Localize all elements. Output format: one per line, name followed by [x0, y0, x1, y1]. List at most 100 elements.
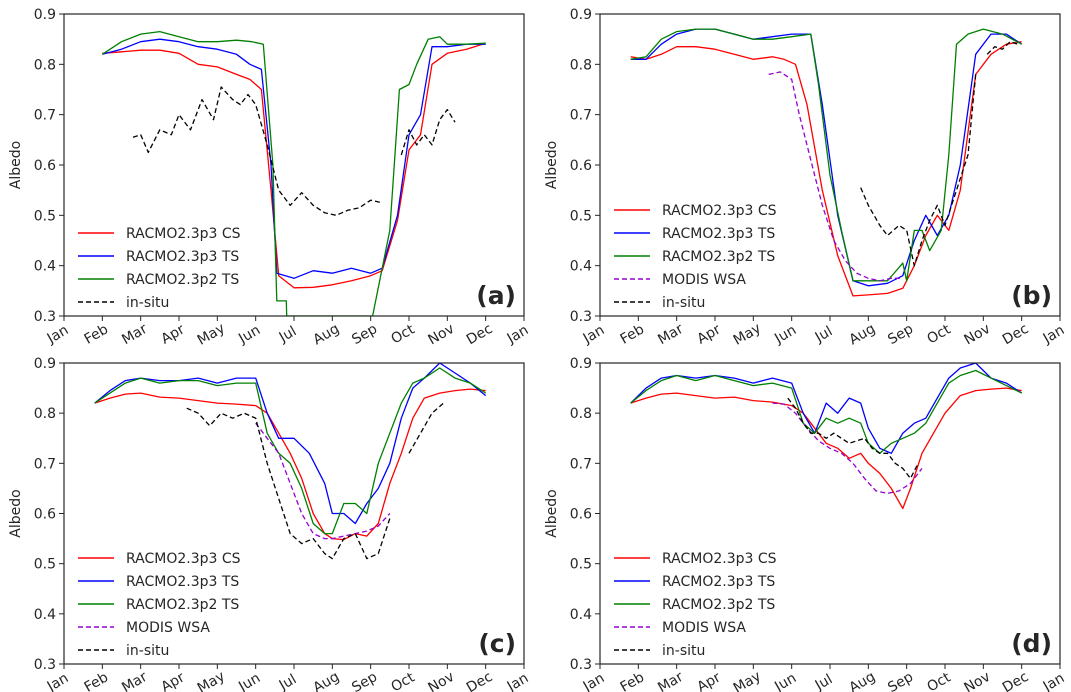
series-line-racmo2-3p3-cs	[630, 41, 1022, 297]
plot-frame	[599, 13, 1061, 317]
x-tick-label: Feb	[82, 669, 112, 692]
legend-label: RACMO2.3p2 TS	[662, 249, 775, 265]
panel-label: (d)	[1011, 629, 1052, 658]
x-tick-label: May	[731, 668, 764, 692]
x-tick-label: Sep	[349, 321, 380, 348]
x-tick-label: Nov	[961, 669, 993, 692]
x-tick-label: Jan	[1040, 322, 1068, 347]
y-tick-label: 0.7	[570, 108, 592, 124]
legend-label: in-situ	[662, 295, 705, 311]
series-line-racmo2-3p2-ts	[630, 28, 1023, 282]
x-tick-label: Aug	[846, 669, 878, 692]
y-tick-label: 0.8	[34, 57, 56, 73]
x-tick-label: Apr	[159, 669, 188, 692]
legend-label: MODIS WSA	[126, 620, 210, 636]
series-line-racmo2-3p3-ts	[102, 38, 486, 279]
plot-frame	[63, 362, 525, 665]
x-tick-label: Nov	[425, 669, 457, 692]
legend-label: RACMO2.3p3 TS	[126, 574, 239, 590]
x-tick-label: Mar	[655, 669, 686, 692]
x-tick-label: Jan	[580, 670, 608, 692]
plot-frame	[63, 13, 525, 317]
series-line-racmo2-3p3-cs	[102, 42, 486, 289]
x-tick-label: Jun	[235, 670, 263, 692]
series-line-in-situ	[132, 86, 383, 216]
chart-panel-4: 0.3 0.4 0.5 0.6 0.7 0.8 0.9 Jan Feb Mar Apr May Jun J…	[544, 356, 1067, 692]
legend-label: in-situ	[662, 643, 705, 659]
x-tick-label: Oct	[389, 669, 418, 692]
legend-label: in-situ	[126, 643, 169, 659]
series-line-in-situ	[860, 74, 977, 267]
y-tick-label: 0.3	[570, 657, 592, 673]
chart-panel-2: 0.3 0.4 0.5 0.6 0.7 0.8 0.9 Jan Feb Mar Apr May Jun J…	[544, 7, 1067, 349]
legend-label: RACMO2.3p3 CS	[126, 226, 241, 242]
x-tick-label: Jan	[44, 670, 72, 692]
x-tick-label: Jul	[276, 671, 300, 692]
series-line-racmo2-3p3-cs	[94, 388, 486, 541]
y-axis-label: Albedo	[8, 141, 24, 189]
legend-label: RACMO2.3p3 CS	[126, 551, 241, 567]
x-tick-label: Sep	[885, 669, 916, 692]
series-line-modis-wsa	[772, 402, 923, 495]
y-tick-label: 0.5	[570, 557, 592, 573]
x-tick-label: Jul	[812, 323, 836, 346]
legend-label: MODIS WSA	[662, 620, 746, 636]
x-tick-label: Aug	[310, 321, 342, 349]
series-line-racmo2-3p3-ts	[94, 363, 487, 525]
x-tick-label: Oct	[389, 321, 418, 347]
x-tick-label: Dec	[1000, 669, 1031, 692]
x-tick-label: May	[195, 668, 228, 692]
x-tick-label: Dec	[464, 669, 495, 692]
x-tick-label: Jun	[771, 322, 799, 347]
x-tick-label: May	[195, 320, 228, 348]
legend-label: RACMO2.3p2 TS	[126, 272, 239, 288]
y-tick-label: 0.6	[570, 158, 592, 174]
x-tick-label: Jul	[276, 323, 300, 346]
series-line-modis-wsa	[255, 422, 391, 540]
x-tick-label: Dec	[1000, 321, 1031, 348]
series-line-in-situ	[400, 108, 456, 156]
series-line-racmo2-3p3-ts	[630, 363, 1023, 454]
y-tick-label: 0.7	[34, 456, 56, 472]
series-line-racmo2-3p3-ts	[630, 28, 1023, 287]
x-tick-label: Nov	[425, 321, 457, 349]
x-tick-label: Aug	[310, 669, 342, 692]
y-tick-label: 0.8	[570, 57, 592, 73]
legend-label: RACMO2.3p3 CS	[662, 551, 777, 567]
panel-label: (a)	[476, 281, 516, 310]
x-tick-label: Jun	[771, 670, 799, 692]
x-tick-label: Jul	[812, 671, 836, 692]
y-axis-label: Albedo	[8, 489, 24, 537]
legend-label: RACMO2.3p3 TS	[662, 226, 775, 242]
legend-label: MODIS WSA	[662, 272, 746, 288]
series-line-racmo2-3p2-ts	[630, 369, 1022, 454]
series-line-racmo2-3p3-cs	[630, 387, 1022, 510]
series-line-in-situ	[186, 407, 391, 560]
x-tick-label: Feb	[82, 321, 112, 347]
legend-label: RACMO2.3p3 CS	[662, 203, 777, 219]
x-tick-label: Feb	[618, 669, 648, 692]
x-tick-label: Mar	[119, 321, 150, 348]
y-tick-label: 0.6	[570, 507, 592, 523]
x-tick-label: Jan	[1040, 670, 1068, 692]
series-line-in-situ	[408, 402, 444, 454]
series-line-in-situ	[986, 41, 1019, 55]
chart-panel-1: 0.3 0.4 0.5 0.6 0.7 0.8 0.9 Jan Feb Mar Apr May Jun J…	[8, 7, 531, 349]
x-tick-label: Sep	[349, 669, 380, 692]
x-tick-label: Jan	[504, 670, 532, 692]
y-axis-label: Albedo	[544, 141, 560, 189]
y-tick-label: 0.5	[34, 208, 56, 224]
y-tick-label: 0.6	[34, 158, 56, 174]
y-tick-label: 0.9	[34, 7, 56, 23]
series-line-racmo2-3p2-ts	[94, 367, 487, 535]
series-line-racmo2-3p2-ts	[101, 30, 486, 316]
panel-label: (b)	[1011, 281, 1052, 310]
legend-label: RACMO2.3p3 TS	[662, 574, 775, 590]
y-tick-label: 0.7	[34, 108, 56, 124]
x-tick-label: Jan	[504, 322, 532, 347]
y-tick-label: 0.9	[34, 356, 56, 372]
legend-label: in-situ	[126, 295, 169, 311]
y-tick-label: 0.7	[570, 456, 592, 472]
y-tick-label: 0.4	[570, 259, 592, 275]
